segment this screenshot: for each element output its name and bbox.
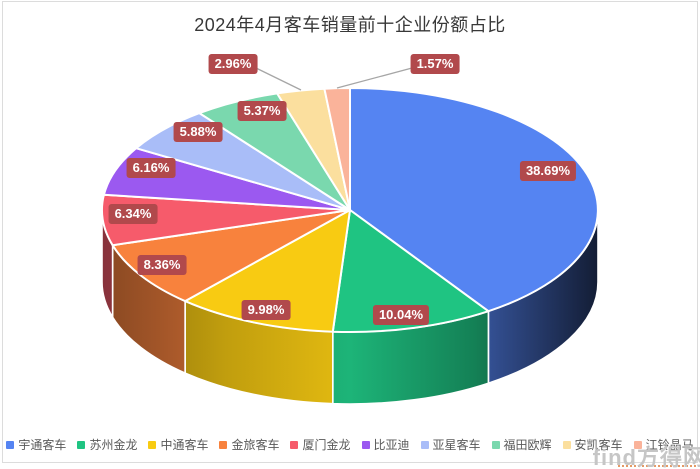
chart-title: 2024年4月客车销量前十企业份额占比 [194, 15, 506, 35]
legend: 宇通客车 苏州金龙 中通客车 金旅客车 厦门金龙 比亚迪 亚星客车 福田欧辉 安凯客车 江铃晶马 [0, 436, 700, 453]
legend-item-6: 亚星客车 [420, 436, 481, 453]
slice-label-6: 5.88% [173, 122, 223, 142]
legend-label: 福田欧辉 [503, 438, 552, 452]
pie-slice-0 [349, 87, 599, 313]
legend-label: 宇通客车 [18, 438, 67, 452]
legend-label: 比亚迪 [373, 438, 410, 452]
legend-marker-icon [219, 440, 228, 449]
legend-label: 厦门金龙 [302, 438, 351, 452]
pie-slice-2 [184, 209, 351, 333]
slice-label-2: 9.98% [241, 300, 291, 320]
legend-label: 苏州金龙 [89, 438, 138, 452]
legend-label: 江铃晶马 [645, 438, 694, 452]
slice-label-1: 10.04% [372, 305, 430, 325]
legend-item-5: 比亚迪 [361, 436, 410, 453]
legend-marker-icon [491, 440, 500, 449]
slice-label-8: 2.96% [208, 54, 258, 74]
watermark: find方得网 [592, 445, 700, 469]
legend-item-8: 安凯客车 [562, 436, 623, 453]
legend-label: 中通客车 [160, 438, 209, 452]
slice-label-3: 8.36% [137, 255, 187, 275]
legend-item-0: 宇通客车 [6, 436, 66, 453]
slice-label-5: 6.16% [126, 158, 176, 178]
legend-label: 金旅客车 [231, 438, 280, 452]
slice-label-4: 6.34% [108, 204, 158, 224]
legend-item-7: 福田欧辉 [491, 436, 552, 453]
slice-label-9: 1.57% [410, 54, 460, 74]
legend-marker-icon [290, 440, 299, 449]
legend-marker-icon [633, 440, 642, 449]
slice-label-0: 38.69% [519, 161, 577, 181]
legend-item-9: 江铃晶马 [633, 436, 694, 453]
legend-label: 亚星客车 [432, 438, 481, 452]
legend-item-3: 金旅客车 [219, 436, 279, 453]
leader-line-9 [336, 67, 413, 89]
legend-item-1: 苏州金龙 [77, 436, 137, 453]
legend-item-2: 中通客车 [148, 436, 208, 453]
legend-marker-icon [420, 440, 429, 449]
slice-label-7: 5.37% [237, 101, 287, 121]
watermark-dots [618, 465, 696, 467]
legend-marker-icon [148, 440, 157, 449]
leader-line-8 [255, 67, 302, 91]
legend-marker-icon [77, 440, 86, 449]
legend-marker-icon [562, 440, 571, 449]
pie-slice-3 [111, 209, 351, 303]
legend-item-4: 厦门金龙 [290, 436, 351, 453]
legend-marker-icon [361, 440, 370, 449]
legend-label: 安凯客车 [574, 438, 623, 452]
pie-slice-1 [331, 209, 490, 333]
legend-marker-icon [6, 440, 15, 449]
